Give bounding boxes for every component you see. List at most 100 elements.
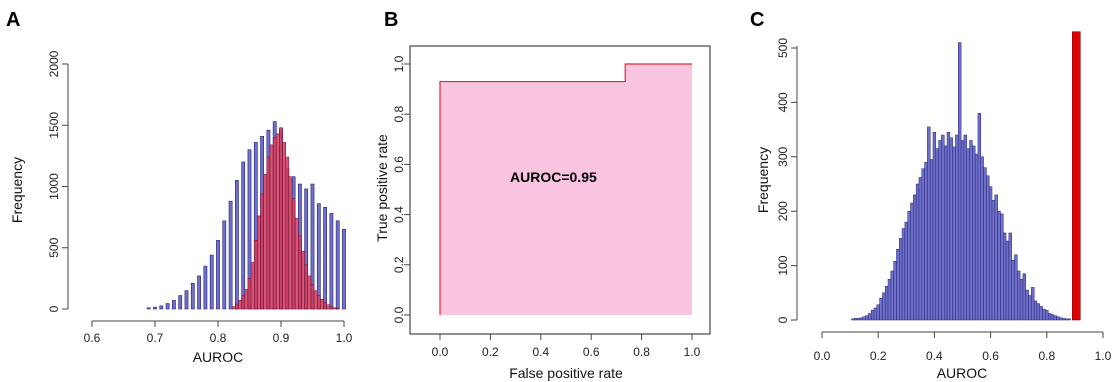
panel-a-red-bar <box>235 303 239 310</box>
panel-c-bar <box>969 140 973 321</box>
panel-c-bar <box>1019 278 1024 321</box>
panel-c-bar <box>929 159 934 321</box>
panel-a-blue-bar <box>316 203 321 310</box>
panel-c-bar <box>859 317 863 321</box>
panel-a-red-bar <box>231 306 236 310</box>
panel-a-blue-bar <box>329 213 334 310</box>
panel-c-bar <box>960 140 965 321</box>
panel-a-x-tick-label: 0.9 <box>273 331 290 345</box>
panel-a-red-bar <box>332 307 337 310</box>
panel-a-blue-bars <box>146 121 346 310</box>
panel-b-x-ticks: 0.0 0.2 0.4 0.6 0.8 1.0 <box>432 334 701 359</box>
panel-c-bar <box>1008 232 1012 321</box>
panel-a-red-bar <box>320 298 324 310</box>
panel-a-red-bar <box>294 218 299 310</box>
panel-c-bar <box>1053 315 1057 321</box>
panel-c-bar <box>966 148 970 321</box>
panel-c-bar <box>890 270 894 321</box>
panel-a-red-bar <box>279 127 283 310</box>
panel-a-red-bar <box>276 133 280 310</box>
panel-b-y-tick-label: 0.2 <box>392 256 406 273</box>
panel-a-red-bar <box>285 156 290 310</box>
panel-c-x-tick-label: 0.0 <box>814 349 831 363</box>
panel-b-x-tick-label: 0.2 <box>482 345 499 359</box>
roc-area-fill <box>440 64 692 315</box>
panel-c-bar <box>938 140 942 321</box>
panel-c: C 0 100 200 300 400 500 0.0 0.2 0.4 0.6 0.8 1.0 AU… <box>750 9 1112 381</box>
panel-c-bar <box>1047 313 1052 321</box>
panel-a-blue-bar <box>323 207 327 310</box>
panel-a-letter: A <box>6 9 20 31</box>
panel-a-red-bar <box>310 284 315 310</box>
panel-a-blue-bar <box>222 220 227 310</box>
panel-b-y-label: True positive rate <box>374 134 390 242</box>
panel-a-y-tick-label: 2000 <box>47 50 61 77</box>
panel-a-red-bar <box>266 156 271 310</box>
roc-curve <box>439 63 692 315</box>
panel-c-letter: C <box>750 9 764 31</box>
panel-a-blue-bar <box>197 275 201 310</box>
panel-c-bar <box>868 313 872 321</box>
panel-c-bar <box>1005 240 1010 321</box>
panel-c-bar <box>1059 317 1063 321</box>
panel-c-bar <box>884 286 889 321</box>
panel-a-red-bar <box>247 278 252 310</box>
panel-c-x-ticks: 0.0 0.2 0.4 0.6 0.8 1.0 <box>814 332 1112 363</box>
panel-c-bar <box>1036 303 1041 321</box>
panel-c-y-ticks: 0 100 200 300 400 500 <box>776 38 797 323</box>
panel-c-bar <box>882 292 886 321</box>
panel-c-bar <box>1014 254 1018 321</box>
panel-c-x-label: AUROC <box>937 365 988 381</box>
panel-c-bar <box>1031 287 1035 321</box>
panel-c-bar <box>1033 300 1038 321</box>
panel-c-bar <box>1062 318 1066 321</box>
panel-c-y-tick-label: 400 <box>776 92 790 112</box>
panel-b: B 0.00.20.40.60.81.0 0.0 0.2 0.4 0.6 0.8 1.0 … <box>374 9 711 381</box>
panel-a-blue-bar <box>172 300 176 310</box>
panel-a-blue-bar <box>228 200 233 310</box>
panel-a-y-tick-label: 0 <box>47 305 61 312</box>
panel-c-y-tick-label: 100 <box>776 255 790 275</box>
panel-c-bar <box>907 210 911 321</box>
panel-a-red-bar <box>241 295 246 310</box>
panel-a-y-tick-label: 1500 <box>47 112 61 139</box>
panel-c-bar <box>943 145 948 321</box>
panel-c-bar <box>918 177 923 321</box>
panel-a-red-bar <box>260 193 264 310</box>
panel-a-x-tick-label: 0.8 <box>210 331 227 345</box>
panel-c-bar <box>887 278 892 321</box>
panel-c-x-tick-label: 0.4 <box>926 349 943 363</box>
panel-c-bar <box>851 318 855 321</box>
panel-a-red-bar <box>326 304 331 310</box>
panel-a-red-bar <box>323 302 327 310</box>
panel-c-bar <box>1002 232 1007 321</box>
panel-a-red-bar <box>335 308 340 310</box>
panel-c-bar <box>1045 309 1049 321</box>
panel-a-red-bar <box>291 198 296 310</box>
observed-auroc-bar <box>1072 31 1081 321</box>
panel-c-bar <box>896 249 900 321</box>
panel-c-bar <box>893 260 897 321</box>
panel-c-bar <box>977 113 982 321</box>
panel-a-blue-bar <box>165 303 170 310</box>
panel-c-bar <box>994 194 998 321</box>
panel-c-bar <box>870 309 875 321</box>
panel-a-y-tick-label: 500 <box>47 237 61 257</box>
panel-b-frame <box>409 45 711 335</box>
panel-a-blue-bar <box>146 307 151 310</box>
panel-c-bar <box>1022 273 1026 321</box>
panel-c-bar <box>958 42 962 321</box>
panel-c-bar <box>1067 318 1071 321</box>
panel-c-bar <box>935 148 939 321</box>
panel-b-x-tick-label: 0.4 <box>532 345 549 359</box>
panel-c-bar <box>949 137 953 321</box>
panel-c-bar <box>955 134 959 321</box>
panel-c-x-tick-label: 0.2 <box>870 349 887 363</box>
panel-a-blue-bar <box>178 295 183 310</box>
panel-a-y-tick-label: 1000 <box>47 173 61 200</box>
panel-c-bar <box>988 186 993 321</box>
panel-c-bar <box>865 315 869 321</box>
panel-c-bar <box>986 175 990 321</box>
panel-c-bar <box>876 304 880 321</box>
panel-a-x-tick-label: 0.7 <box>147 331 164 345</box>
